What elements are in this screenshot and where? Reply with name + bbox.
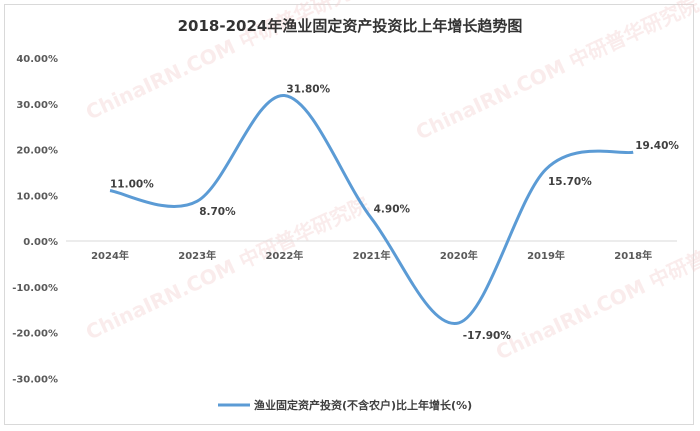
data-label: 15.70% [548,176,592,188]
x-tick-label: 2018年 [614,249,652,262]
y-tick-label: 30.00% [16,100,58,111]
chart-title: 2018-2024年渔业固定资产投资比上年增长趋势图 [178,17,523,35]
chart-frame [4,4,694,425]
data-label: 31.80% [286,84,330,96]
y-tick-label: -30.00% [12,374,58,385]
y-tick-label: 0.00% [23,237,58,248]
data-label: 11.00% [110,179,154,191]
y-tick-label: -10.00% [12,283,58,294]
series-line [109,94,634,325]
x-tick-label: 2022年 [265,249,303,262]
data-label: -17.90% [463,330,512,342]
x-tick-label: 2023年 [178,249,216,262]
y-tick-label: 40.00% [16,54,58,65]
data-label: 8.70% [199,206,236,218]
watermark: ChinaIRN.COM 中研普华研究院 [492,212,700,364]
data-label: 4.90% [374,204,411,216]
x-tick-label: 2019年 [527,249,565,262]
legend: 渔业固定资产投资(不含农户)比上年增长(%) [218,398,472,412]
x-tick-label: 2021年 [353,249,391,262]
data-label: 19.40% [635,140,679,152]
legend-label: 渔业固定资产投资(不含农户)比上年增长(%) [254,398,472,412]
x-tick-label: 2024年 [91,249,129,262]
y-tick-label: -20.00% [12,329,58,340]
x-tick-label: 2020年 [440,249,478,262]
y-tick-label: 20.00% [16,146,58,157]
y-tick-label: 10.00% [16,191,58,202]
